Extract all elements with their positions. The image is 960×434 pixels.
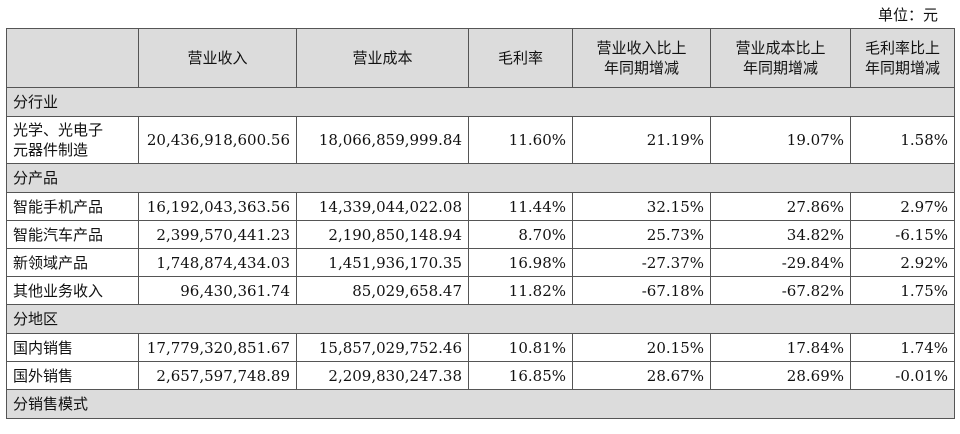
row-label-text: 国内销售 — [13, 338, 74, 357]
row-label-text: 智能汽车产品 — [13, 225, 104, 244]
table-row: 新领域产品 1,748,874,434.03 1,451,936,170.35 16.… — [6, 248, 955, 277]
section-label: 分销售模式 — [6, 389, 955, 419]
row-label: 智能汽车产品 — [6, 220, 139, 249]
section-row: 分产品 — [6, 163, 955, 193]
header-revenue: 营业收入 — [138, 28, 297, 88]
cost-yoy-cell: -29.84% — [710, 248, 851, 277]
cost-cell: 14,339,044,022.08 — [296, 192, 469, 221]
row-label-text: 新领域产品 — [13, 253, 89, 272]
header-cost: 营业成本 — [296, 28, 469, 88]
revenue-yoy-cell: -67.18% — [572, 276, 711, 305]
header-cost-yoy: 营业成本比上 年同期增减 — [710, 28, 851, 88]
section-label: 分行业 — [6, 87, 955, 117]
cost-cell: 2,209,830,247.38 — [296, 361, 469, 390]
table-body: 分行业 光学、光电子 元器件制造 20,436,918,600.56 18,066,85… — [6, 87, 955, 419]
row-label: 国内销售 — [6, 333, 139, 362]
section-row: 分行业 — [6, 87, 955, 117]
row-label-text: 国外销售 — [13, 366, 74, 385]
margin-yoy-cell: 2.97% — [850, 192, 955, 221]
header-text: 年同期增减 — [742, 59, 818, 77]
unit-label: 单位：元 — [877, 6, 938, 24]
revenue-cell: 2,657,597,748.89 — [138, 361, 297, 390]
cost-yoy-cell: 17.84% — [710, 333, 851, 362]
revenue-cell: 20,436,918,600.56 — [138, 116, 297, 164]
row-label-text: 光学、光电子 — [13, 121, 104, 139]
row-label: 国外销售 — [6, 361, 139, 390]
header-gross-margin: 毛利率 — [468, 28, 573, 88]
cost-yoy-cell: 34.82% — [710, 220, 851, 249]
header-text: 营业成本比上 — [735, 39, 826, 57]
margin-yoy-cell: -0.01% — [850, 361, 955, 390]
revenue-cell: 16,192,043,363.56 — [138, 192, 297, 221]
margin-yoy-cell: 1.75% — [850, 276, 955, 305]
revenue-cell: 1,748,874,434.03 — [138, 248, 297, 277]
header-row: 营业收入 营业成本 毛利率 营业收入比上 年同期增减 营业成本比上 年同期增减 毛利率比上 年同… — [6, 28, 955, 88]
gross-margin-cell: 11.60% — [468, 116, 573, 164]
row-label-text: 智能手机产品 — [13, 197, 104, 216]
revenue-yoy-cell: 25.73% — [572, 220, 711, 249]
cost-yoy-cell: -67.82% — [710, 276, 851, 305]
revenue-cell: 17,779,320,851.67 — [138, 333, 297, 362]
section-row: 分销售模式 — [6, 389, 955, 419]
margin-yoy-cell: -6.15% — [850, 220, 955, 249]
section-label: 分地区 — [6, 304, 955, 334]
header-text: 营业收入 — [187, 49, 248, 67]
row-label-text: 元器件制造 — [13, 141, 89, 159]
table-row: 智能手机产品 16,192,043,363.56 14,339,044,022.08… — [6, 192, 955, 221]
revenue-yoy-cell: -27.37% — [572, 248, 711, 277]
table-row: 国内销售 17,779,320,851.67 15,857,029,752.46 10… — [6, 333, 955, 362]
row-label-text: 其他业务收入 — [13, 281, 104, 300]
header-text: 毛利率 — [497, 49, 543, 67]
revenue-cell: 2,399,570,441.23 — [138, 220, 297, 249]
section-row: 分地区 — [6, 304, 955, 334]
revenue-yoy-cell: 20.15% — [572, 333, 711, 362]
row-label: 新领域产品 — [6, 248, 139, 277]
cost-cell: 18,066,859,999.84 — [296, 116, 469, 164]
row-label: 智能手机产品 — [6, 192, 139, 221]
cost-yoy-cell: 28.69% — [710, 361, 851, 390]
cost-cell: 1,451,936,170.35 — [296, 248, 469, 277]
header-blank — [6, 28, 139, 88]
table-row: 其他业务收入 96,430,361.74 85,029,658.47 11.82% -6… — [6, 276, 955, 305]
financial-table: 营业收入 营业成本 毛利率 营业收入比上 年同期增减 营业成本比上 年同期增减 毛利率比上 年同… — [6, 28, 955, 419]
header-margin-yoy: 毛利率比上年同期增减 — [850, 28, 955, 88]
row-label: 光学、光电子 元器件制造 — [6, 116, 139, 164]
gross-margin-cell: 16.98% — [468, 248, 573, 277]
margin-yoy-cell: 1.74% — [850, 333, 955, 362]
row-label: 其他业务收入 — [6, 276, 139, 305]
cost-cell: 2,190,850,148.94 — [296, 220, 469, 249]
cost-cell: 85,029,658.47 — [296, 276, 469, 305]
table-row: 光学、光电子 元器件制造 20,436,918,600.56 18,066,859,9… — [6, 116, 955, 164]
cost-yoy-cell: 19.07% — [710, 116, 851, 164]
header-revenue-yoy: 营业收入比上 年同期增减 — [572, 28, 711, 88]
header-text: 年同期增减 — [864, 59, 940, 77]
revenue-yoy-cell: 28.67% — [572, 361, 711, 390]
header-text: 营业收入比上 — [596, 39, 687, 57]
table-row: 国外销售 2,657,597,748.89 2,209,830,247.38 16.8… — [6, 361, 955, 390]
revenue-cell: 96,430,361.74 — [138, 276, 297, 305]
gross-margin-cell: 8.70% — [468, 220, 573, 249]
section-label: 分产品 — [6, 163, 955, 193]
gross-margin-cell: 16.85% — [468, 361, 573, 390]
header-text: 年同期增减 — [603, 59, 679, 77]
margin-yoy-cell: 2.92% — [850, 248, 955, 277]
cost-cell: 15,857,029,752.46 — [296, 333, 469, 362]
gross-margin-cell: 10.81% — [468, 333, 573, 362]
table-row: 智能汽车产品 2,399,570,441.23 2,190,850,148.94 8.… — [6, 220, 955, 249]
cost-yoy-cell: 27.86% — [710, 192, 851, 221]
gross-margin-cell: 11.44% — [468, 192, 573, 221]
gross-margin-cell: 11.82% — [468, 276, 573, 305]
header-text: 毛利率比上 — [864, 39, 940, 57]
header-text: 营业成本 — [352, 49, 413, 67]
revenue-yoy-cell: 21.19% — [572, 116, 711, 164]
revenue-yoy-cell: 32.15% — [572, 192, 711, 221]
margin-yoy-cell: 1.58% — [850, 116, 955, 164]
